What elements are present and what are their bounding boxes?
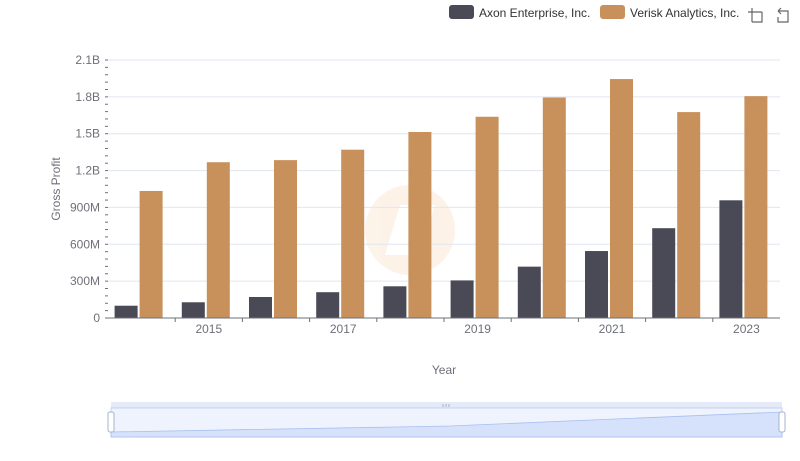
bar-axon-2018[interactable]: [383, 286, 407, 318]
bar-axon-2020[interactable]: [517, 266, 541, 318]
y-tick-label: 900M: [70, 200, 100, 214]
y-tick-label: 1.8B: [75, 90, 100, 104]
y-tick-label: 2.1B: [75, 53, 100, 67]
legend[interactable]: Axon Enterprise, Inc. Verisk Analytics, …: [449, 5, 739, 20]
y-tick-label: 1.5B: [75, 127, 100, 141]
y-tick-label: 1.2B: [75, 164, 100, 178]
bar-axon-2021[interactable]: [585, 251, 608, 318]
bar-axon-2016[interactable]: [249, 296, 272, 318]
y-tick-label: 300M: [70, 274, 100, 288]
bar-verisk-2015[interactable]: [206, 162, 230, 318]
bar-axon-2023[interactable]: [719, 200, 743, 318]
x-axis: 2015 2017 2019 2021 2023: [108, 317, 780, 336]
bar-verisk-2016[interactable]: [274, 160, 297, 318]
restore-icon[interactable]: [777, 7, 789, 23]
bar-axon-2019[interactable]: [450, 280, 474, 318]
slider-left-handle[interactable]: [107, 411, 115, 433]
data-zoom-slider[interactable]: [107, 402, 786, 438]
legend-swatch-axon[interactable]: [449, 5, 474, 19]
bar-verisk-2022[interactable]: [677, 112, 701, 318]
bar-axon-2015[interactable]: [181, 302, 205, 318]
legend-swatch-verisk[interactable]: [600, 5, 625, 19]
bar-verisk-2021[interactable]: [610, 79, 633, 319]
bar-verisk-2017[interactable]: [341, 149, 365, 318]
slider-grip-icon[interactable]: [442, 404, 450, 407]
bar-axon-2014[interactable]: [114, 305, 138, 318]
bar-axon-2022[interactable]: [652, 228, 676, 318]
x-axis-title: Year: [432, 363, 456, 377]
legend-label-verisk[interactable]: Verisk Analytics, Inc.: [630, 6, 739, 20]
bar-verisk-2020[interactable]: [542, 97, 566, 318]
bar-verisk-2019[interactable]: [475, 116, 499, 318]
y-tick-label: 0: [93, 311, 100, 325]
zoom-icon[interactable]: [748, 8, 763, 23]
y-tick-label: 600M: [70, 237, 100, 251]
bars: [114, 79, 768, 319]
legend-label-axon[interactable]: Axon Enterprise, Inc.: [479, 6, 590, 20]
x-tick-label: 2015: [195, 322, 222, 336]
y-axis: 0 300M 600M 900M 1.2B 1.5B 1.8B 2.1B: [70, 53, 108, 325]
x-tick-label: 2017: [330, 322, 357, 336]
x-tick-label: 2019: [464, 322, 491, 336]
x-tick-label: 2023: [733, 322, 760, 336]
bar-verisk-2023[interactable]: [744, 96, 768, 319]
bar-verisk-2018[interactable]: [408, 131, 432, 318]
bar-axon-2017[interactable]: [316, 292, 340, 318]
bar-verisk-2014[interactable]: [139, 190, 163, 318]
x-tick-label: 2021: [599, 322, 626, 336]
slider-right-handle[interactable]: [778, 411, 786, 433]
y-axis-title: Gross Profit: [49, 157, 63, 221]
